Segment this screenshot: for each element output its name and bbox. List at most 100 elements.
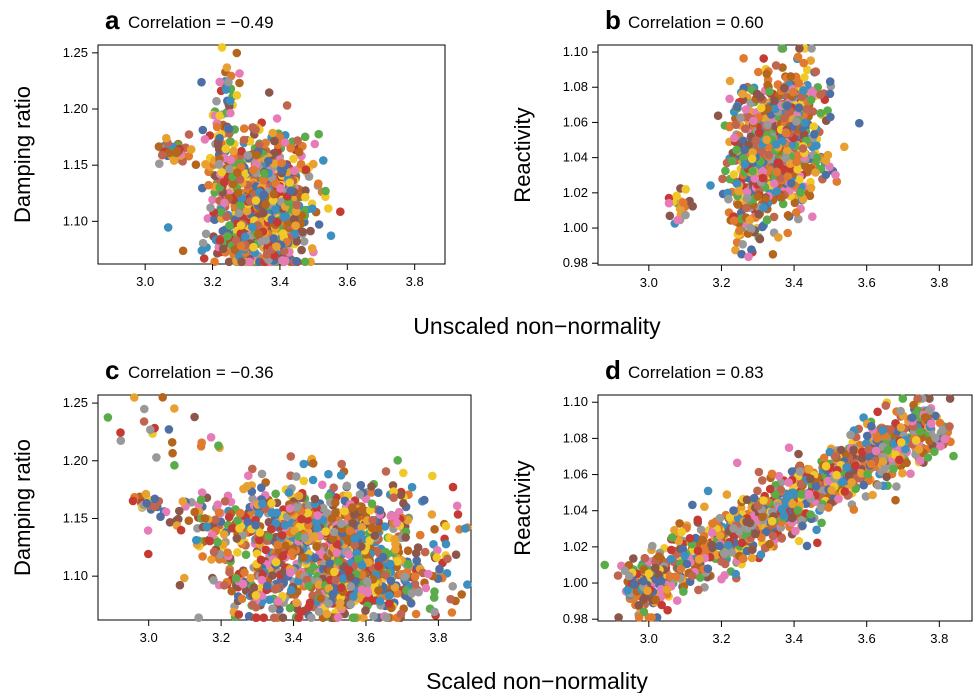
data-point	[180, 573, 189, 583]
data-point	[390, 535, 400, 544]
data-point	[688, 500, 697, 510]
data-point	[763, 104, 772, 113]
y-tick-label: 0.98	[563, 611, 588, 626]
data-point	[381, 467, 391, 476]
data-point	[774, 471, 784, 481]
data-point	[292, 503, 301, 512]
data-point	[415, 530, 425, 540]
data-point	[224, 164, 234, 174]
data-point	[693, 546, 703, 556]
data-point	[430, 587, 439, 596]
data-point	[834, 494, 843, 504]
x-tick-label: 3.2	[204, 274, 222, 289]
y-tick-label: 1.10	[563, 44, 588, 59]
data-point	[750, 174, 759, 183]
data-point	[923, 453, 933, 462]
x-tick-label: 3.0	[140, 630, 158, 645]
data-point	[670, 525, 679, 535]
data-point	[310, 553, 320, 563]
data-point	[252, 549, 262, 558]
data-point	[156, 512, 165, 521]
data-point	[296, 159, 306, 169]
data-point	[411, 609, 421, 619]
x-tick-label: 3.2	[712, 275, 730, 290]
data-point	[226, 155, 236, 165]
data-point	[813, 538, 822, 548]
data-point	[165, 518, 175, 527]
data-point	[298, 227, 308, 237]
data-point	[729, 524, 738, 533]
data-point	[267, 499, 276, 508]
data-point	[751, 136, 761, 145]
data-point	[368, 515, 378, 525]
data-point	[374, 561, 383, 571]
data-point	[314, 580, 324, 589]
data-point	[737, 249, 746, 259]
data-point	[168, 448, 177, 458]
data-point	[935, 418, 945, 428]
data-point	[772, 167, 782, 177]
data-point	[214, 508, 224, 517]
data-point	[727, 156, 737, 166]
data-point	[169, 156, 179, 165]
data-point	[227, 586, 236, 596]
data-point	[316, 594, 326, 603]
data-point	[264, 156, 273, 166]
x-tick-label: 3.4	[785, 631, 803, 646]
data-point	[700, 543, 709, 552]
data-point	[807, 44, 816, 53]
data-point	[346, 582, 356, 591]
data-point	[400, 572, 410, 581]
data-point	[280, 541, 290, 550]
data-point	[197, 77, 206, 87]
data-point	[715, 531, 725, 540]
data-point	[866, 459, 876, 469]
data-point	[448, 482, 458, 492]
data-point	[401, 533, 411, 542]
data-point	[223, 232, 232, 241]
data-point	[729, 506, 738, 515]
data-point	[292, 598, 301, 607]
data-point	[245, 257, 254, 267]
data-point	[251, 613, 261, 622]
data-point	[314, 220, 324, 229]
y-tick-label: 1.06	[563, 114, 588, 129]
data-point	[851, 461, 860, 471]
data-point	[770, 179, 779, 188]
data-point	[914, 445, 924, 454]
data-point	[798, 521, 807, 531]
scatter-points	[154, 43, 345, 267]
data-point	[201, 229, 211, 239]
data-point	[432, 553, 442, 562]
data-point	[269, 189, 279, 199]
data-point	[840, 487, 850, 496]
data-point	[272, 217, 282, 227]
data-point	[252, 150, 261, 160]
data-point	[207, 555, 216, 564]
data-point	[915, 427, 925, 436]
data-point	[909, 400, 918, 410]
data-point	[233, 188, 243, 198]
data-point	[367, 488, 376, 497]
data-point	[233, 516, 242, 525]
scatter-points	[664, 44, 864, 262]
data-point	[342, 481, 352, 491]
x-tick-label: 3.2	[712, 631, 730, 646]
data-point	[678, 198, 688, 207]
data-point	[799, 58, 808, 68]
data-point	[651, 595, 660, 605]
data-point	[237, 257, 246, 267]
y-tick-label: 1.25	[63, 45, 88, 60]
data-point	[170, 461, 179, 470]
data-point	[734, 186, 743, 196]
data-point	[213, 537, 222, 547]
data-point	[286, 452, 296, 461]
data-point	[721, 166, 730, 176]
data-point	[217, 168, 226, 177]
data-point	[273, 597, 283, 606]
panel-letter: c	[105, 355, 119, 385]
data-point	[804, 464, 814, 474]
data-point	[191, 160, 201, 169]
data-point	[911, 436, 921, 445]
x-tick-label: 3.2	[212, 630, 230, 645]
